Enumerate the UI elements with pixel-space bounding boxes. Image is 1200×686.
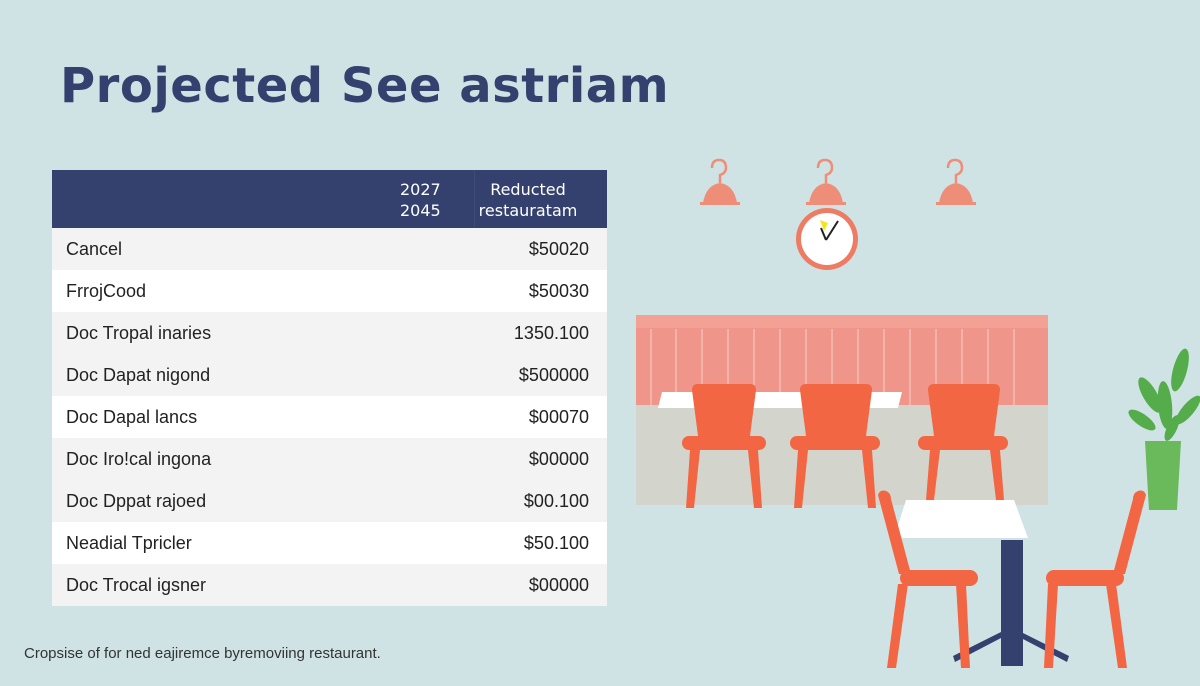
page-title: Projected See astriam: [60, 58, 670, 114]
row-value: $500000: [518, 364, 589, 385]
row-label: Doc Dapat nigond: [66, 364, 211, 385]
table-row: Doc Dppat rajoed $00.100: [52, 480, 607, 522]
chair-icon: [682, 384, 766, 508]
clock-icon: [796, 208, 858, 270]
row-label: Doc Dppat rajoed: [66, 490, 207, 511]
table-row: Neadial Tpricler $50.100: [52, 522, 607, 564]
pendant-lamp-icon: [806, 158, 846, 205]
pendant-lamp-icon: [936, 158, 976, 205]
header-year-1: 2027: [400, 180, 441, 199]
pendant-lamp-icon: [700, 158, 740, 205]
plant-icon: [1128, 348, 1200, 510]
header-value-column: Reducted restauratam: [463, 179, 593, 221]
chair-icon: [878, 490, 978, 668]
row-label: Cancel: [66, 238, 123, 259]
row-value: $00.100: [523, 490, 589, 511]
row-label: Doc Iro!cal ingona: [66, 448, 212, 469]
table-row: Doc Iro!cal ingona $00000: [52, 438, 607, 480]
row-value: $00070: [528, 406, 589, 427]
back-wall-panel: [636, 315, 1048, 505]
header-divider: [474, 170, 475, 228]
header-year-column: 2027 2045: [400, 179, 450, 221]
row-value: $50020: [528, 238, 589, 259]
table-row: Doc Dapal lancs $00070: [52, 396, 607, 438]
chair-icon: [918, 384, 1008, 500]
row-value: $50.100: [523, 532, 589, 553]
table-row: Doc Tropal inaries 1350.100: [52, 312, 607, 354]
row-label: Neadial Tpricler: [66, 532, 192, 553]
row-label: Doc Tropal inaries: [66, 322, 212, 343]
footnote: Cropsise of for ned eajiremce byremoviin…: [24, 645, 381, 662]
row-label: Doc Trocal igsner: [66, 574, 207, 595]
row-value: $50030: [528, 280, 589, 301]
front-table: [894, 500, 1069, 666]
table-row: Doc Dapat nigond $500000: [52, 354, 607, 396]
header-value-line1: Reducted: [490, 180, 566, 199]
table-row: Cancel $50020: [52, 228, 607, 270]
header-year-2: 2045: [400, 201, 441, 220]
row-value: $00000: [528, 448, 589, 469]
table-row: Doc Trocal igsner $00000: [52, 564, 607, 606]
row-label: FrrojCood: [66, 280, 147, 301]
header-value-line2: restauratam: [478, 201, 578, 220]
projection-table: 2027 2045 Reducted restauratam Cancel $50…: [52, 170, 607, 606]
row-value: 1350.100: [513, 322, 589, 343]
table-row: FrrojCood $50030: [52, 270, 607, 312]
row-label: Doc Dapal lancs: [66, 406, 198, 427]
table-header: 2027 2045 Reducted restauratam: [52, 170, 607, 228]
chair-icon: [790, 384, 880, 508]
back-table: [658, 392, 902, 408]
chair-icon: [1044, 490, 1146, 668]
row-value: $00000: [528, 574, 589, 595]
